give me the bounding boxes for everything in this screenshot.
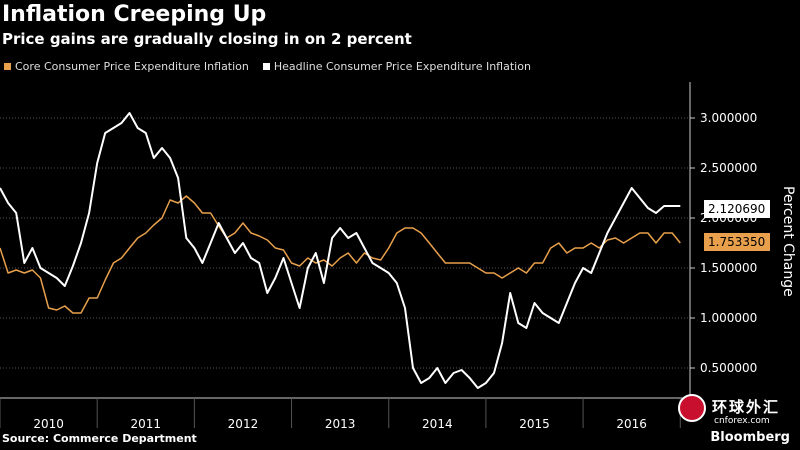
legend-item-core: Core Consumer Price Expenditure Inflatio… [4, 60, 249, 73]
last-value-label-headline: 2.120690 [708, 202, 765, 216]
y-tick-label: 2.500000 [700, 161, 757, 175]
x-tick-label: 2011 [131, 417, 162, 431]
bloomberg-logo: Bloomberg [710, 430, 790, 445]
watermark: 环球外汇 cnforex.com [672, 392, 792, 428]
y-tick-label: 1.000000 [700, 311, 757, 325]
chart-title: Inflation Creeping Up [2, 2, 267, 27]
last-value-box-core [704, 233, 770, 251]
x-tick-label: 2012 [228, 417, 259, 431]
last-value-box-headline [704, 200, 770, 218]
chart-subtitle: Price gains are gradually closing in on … [2, 30, 412, 48]
y-tick-label: 0.500000 [700, 361, 757, 375]
watermark-en: cnforex.com [714, 416, 770, 426]
source-note: Source: Commerce Department [2, 432, 197, 445]
legend-label-core: Core Consumer Price Expenditure Inflatio… [15, 60, 249, 73]
legend-item-headline: Headline Consumer Price Expenditure Infl… [262, 60, 531, 73]
x-tick-label: 2013 [325, 417, 356, 431]
legend-swatch-core [4, 63, 11, 70]
y-tick-label: 1.500000 [700, 261, 757, 275]
y-tick-label: 3.000000 [700, 111, 757, 125]
x-tick-label: 2016 [616, 417, 647, 431]
y-axis-title: Percent Change [780, 186, 796, 297]
x-tick-label: 2010 [33, 417, 64, 431]
series-line-headline [0, 112, 681, 389]
chart-legend: Core Consumer Price Expenditure Inflatio… [4, 60, 531, 73]
watermark-cn: 环球外汇 [712, 398, 781, 416]
x-tick-label: 2014 [422, 417, 453, 431]
legend-swatch-headline [262, 63, 270, 70]
watermark-logo-icon [678, 394, 706, 422]
x-tick-label: 2015 [519, 417, 550, 431]
legend-label-headline: Headline Consumer Price Expenditure Infl… [273, 60, 531, 73]
last-value-label-core: 1.753350 [708, 235, 765, 249]
series-line-core [0, 195, 681, 314]
